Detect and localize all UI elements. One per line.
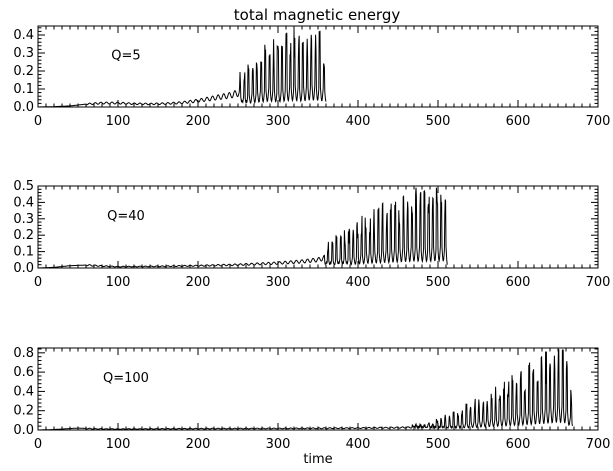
x-tick-label: 200 [186, 275, 211, 290]
y-tick-label: 0.2 [13, 64, 34, 79]
y-tick-label: 0.5 [13, 179, 34, 194]
y-tick-label: 0.4 [13, 28, 34, 43]
panel-2: 0 100 200 300 400 500 600 700 0.00.1 0.20.3 0.40.5… [13, 179, 610, 290]
series-line-1 [38, 349, 573, 431]
y-tick-label: 0.3 [13, 212, 34, 227]
x-tick-label: 0 [34, 114, 42, 129]
y-tick-label: 0.1 [13, 245, 34, 260]
x-tick-label: 200 [186, 437, 211, 452]
x-tick-label: 700 [586, 275, 611, 290]
x-tick-label: 600 [506, 114, 531, 129]
series-line-1 [38, 28, 327, 108]
x-tick-label: 400 [346, 114, 371, 129]
x-tick-label: 300 [266, 275, 291, 290]
panel-3: 0 100 200 300 400 500 600 700 0.0 0.2 0.4 0.6 0.8 Q=1… [13, 346, 610, 467]
chart-title: total magnetic energy [234, 6, 401, 24]
x-tick-label: 300 [266, 437, 291, 452]
y-tick-label: 0.8 [13, 346, 34, 361]
x-tick-label: 500 [426, 114, 451, 129]
plot-frame [37, 185, 599, 269]
x-tick-label: 500 [426, 437, 451, 452]
y-tick-label: 0.1 [13, 82, 34, 97]
x-tick-label: 700 [586, 114, 611, 129]
x-tick-label: 700 [586, 437, 611, 452]
x-tick-label: 300 [266, 114, 291, 129]
plot-frame [37, 347, 599, 431]
y-tick-label: 0.2 [13, 404, 34, 419]
y-tick-label: 0.6 [13, 365, 34, 380]
y-tick-label: 0.2 [13, 228, 34, 243]
y-tick-label: 0.0 [13, 100, 34, 115]
x-tick-label: 500 [426, 275, 451, 290]
series-line-1 [38, 187, 448, 269]
x-tick-label: 600 [506, 437, 531, 452]
y-tick-label: 0.0 [13, 261, 34, 276]
y-tick-label: 0.4 [13, 384, 34, 399]
x-tick-label: 400 [346, 275, 371, 290]
x-tick-label: 0 [34, 437, 42, 452]
x-axis-title: time [303, 452, 332, 467]
panel-1: 0 100 200 300 400 500 600 700 0.0 0.1 0.2 0.3 0.4 Q=5 [13, 25, 611, 129]
panel-label: Q=5 [111, 49, 140, 64]
x-tick-label: 200 [186, 114, 211, 129]
y-tick-label: 0.3 [13, 46, 34, 61]
x-tick-label: 0 [34, 275, 42, 290]
x-tick-label: 100 [106, 437, 131, 452]
y-tick-label: 0.0 [13, 423, 34, 438]
y-tick-label: 0.4 [13, 195, 34, 210]
panel-label: Q=40 [107, 209, 145, 224]
panel-label: Q=100 [103, 371, 149, 386]
x-tick-label: 100 [106, 275, 131, 290]
x-tick-label: 400 [346, 437, 371, 452]
x-tick-label: 600 [506, 275, 531, 290]
x-tick-label: 100 [106, 114, 131, 129]
panels: 0 100 200 300 400 500 600 7000.00.10.20.30.4Q=5… [13, 25, 611, 467]
